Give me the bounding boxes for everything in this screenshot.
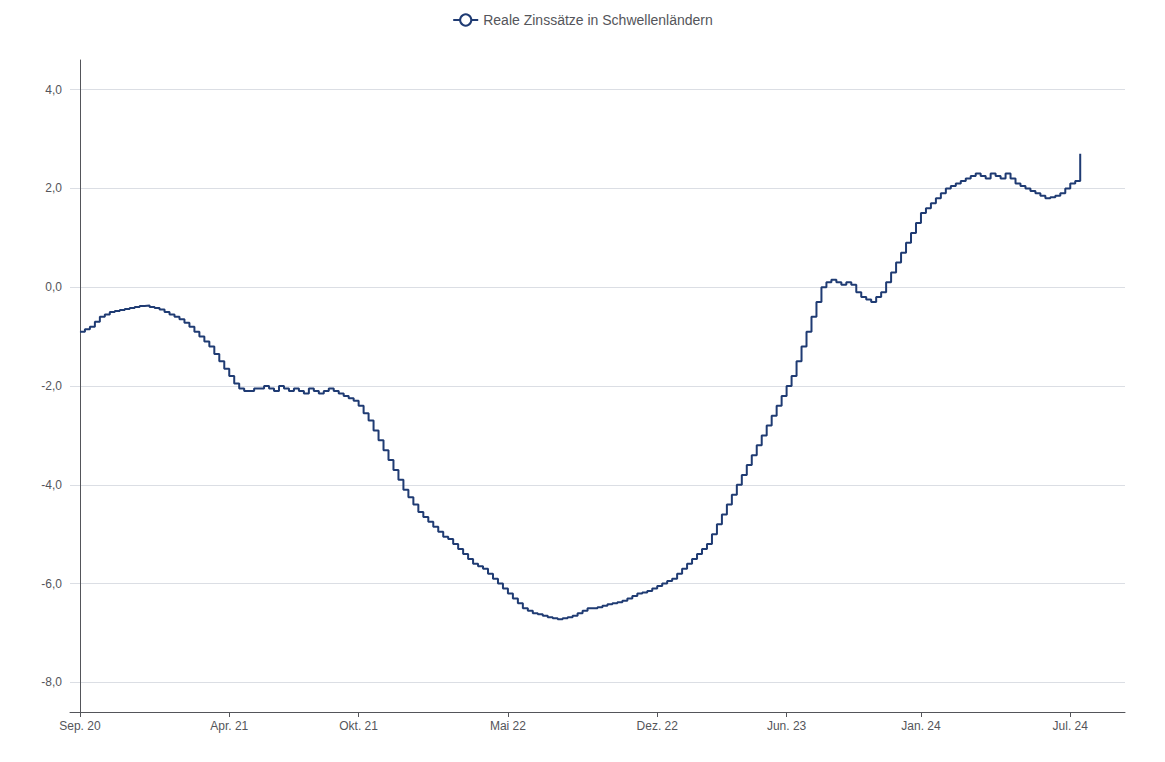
svg-text:Dez. 22: Dez. 22 xyxy=(637,719,679,733)
svg-text:0,0: 0,0 xyxy=(45,280,62,294)
svg-text:Jul. 24: Jul. 24 xyxy=(1053,719,1089,733)
svg-text:-8,0: -8,0 xyxy=(41,675,62,689)
svg-text:Apr. 21: Apr. 21 xyxy=(210,719,248,733)
svg-text:2,0: 2,0 xyxy=(45,181,62,195)
svg-text:Jan. 24: Jan. 24 xyxy=(901,719,941,733)
svg-text:-4,0: -4,0 xyxy=(41,478,62,492)
svg-text:-2,0: -2,0 xyxy=(41,379,62,393)
svg-text:4,0: 4,0 xyxy=(45,83,62,97)
svg-text:Jun. 23: Jun. 23 xyxy=(767,719,807,733)
svg-text:Reale Zinssätze in Schwellenlä: Reale Zinssätze in Schwellenländern xyxy=(483,12,713,28)
svg-text:Mai 22: Mai 22 xyxy=(490,719,526,733)
svg-text:-6,0: -6,0 xyxy=(41,577,62,591)
svg-text:Okt. 21: Okt. 21 xyxy=(339,719,378,733)
svg-text:Sep. 20: Sep. 20 xyxy=(59,719,101,733)
